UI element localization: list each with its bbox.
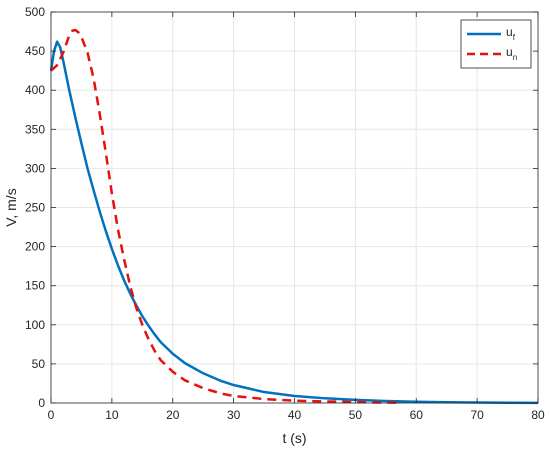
y-tick-label: 350 xyxy=(25,122,45,136)
y-axis: 0 50 100 150 200 250 300 350 400 450 500 xyxy=(25,5,538,410)
y-tick-label: 400 xyxy=(25,83,45,97)
x-tick-label: 40 xyxy=(288,408,302,422)
x-tick-label: 50 xyxy=(349,408,363,422)
y-axis-label: V, m/s xyxy=(3,188,19,226)
x-axis: 0 10 20 30 40 50 60 70 80 xyxy=(48,12,545,422)
y-tick-label: 450 xyxy=(25,44,45,58)
x-tick-label: 10 xyxy=(105,408,119,422)
x-tick-label: 80 xyxy=(531,408,545,422)
x-tick-label: 70 xyxy=(470,408,484,422)
y-tick-label: 500 xyxy=(25,5,45,19)
y-tick-label: 200 xyxy=(25,240,45,254)
x-tick-label: 60 xyxy=(410,408,424,422)
series-line-n xyxy=(50,28,399,404)
x-tick-label: 20 xyxy=(166,408,180,422)
y-tick-label: 50 xyxy=(32,357,46,371)
y-tick-label: 300 xyxy=(25,161,45,175)
x-tick-label: 30 xyxy=(227,408,241,422)
y-tick-label: 0 xyxy=(38,396,45,410)
legend-entry-f: uf xyxy=(506,25,516,42)
x-tick-label: 0 xyxy=(48,408,55,422)
y-tick-label: 250 xyxy=(25,201,45,215)
legend-box xyxy=(460,19,532,69)
y-tick-label: 150 xyxy=(25,279,45,293)
legend-entry-n: un xyxy=(506,45,517,62)
x-axis-label: t (s) xyxy=(282,430,306,446)
legend: uf un xyxy=(460,19,532,69)
y-tick-label: 100 xyxy=(25,318,45,332)
series-layer xyxy=(49,28,539,405)
series-line-f xyxy=(49,40,539,405)
